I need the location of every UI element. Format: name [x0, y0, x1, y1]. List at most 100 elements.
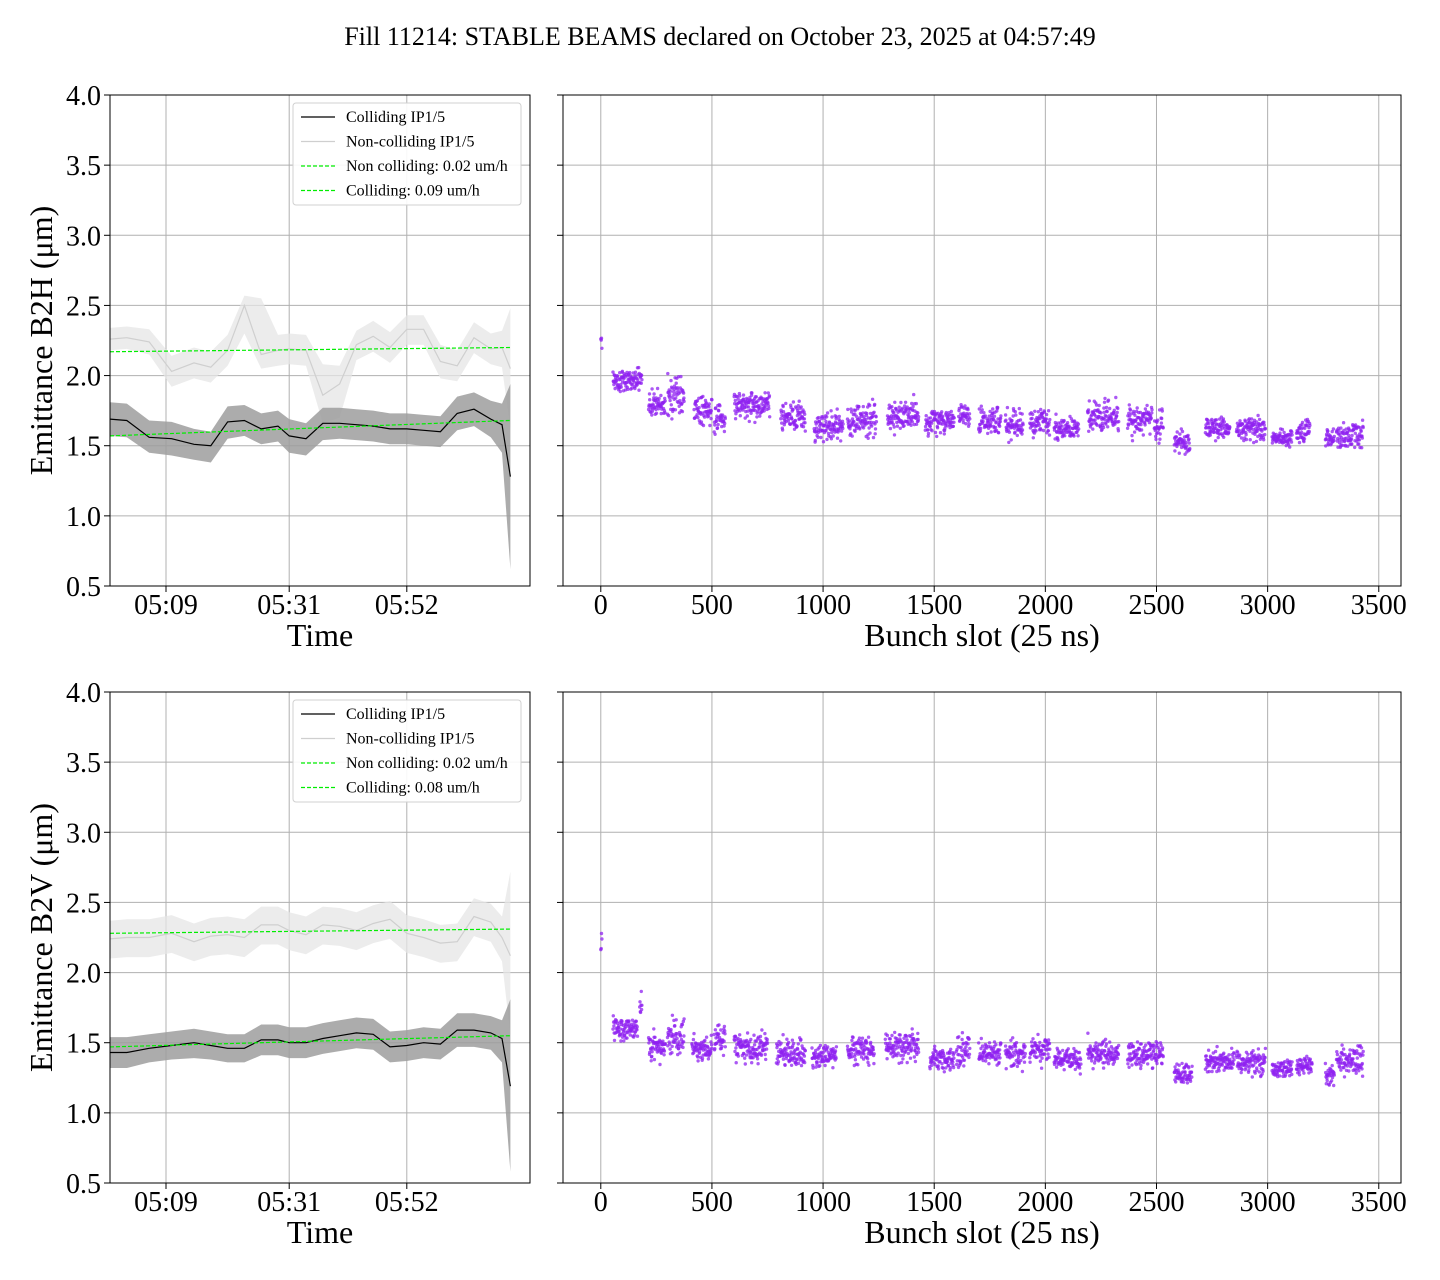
bunch-point: [1020, 428, 1025, 432]
bunch-point: [998, 419, 1002, 424]
bunch-point: [1139, 422, 1143, 427]
bunch-point: [1151, 1043, 1156, 1047]
bunch-point: [791, 1041, 796, 1046]
bunch-point: [1359, 429, 1363, 433]
bunch-point: [942, 1070, 946, 1074]
bunch-point: [1145, 403, 1149, 408]
bunch-point: [1042, 1052, 1047, 1056]
bunch-point: [1046, 429, 1051, 433]
bunch-point: [857, 1036, 862, 1040]
bunch-point: [989, 420, 993, 425]
bunch-point: [1173, 1065, 1177, 1069]
bunch-point: [1206, 421, 1211, 426]
bunch-point: [955, 1062, 959, 1067]
bunch-point: [648, 1037, 652, 1042]
bunch-point: [757, 1045, 761, 1049]
bunch-point: [719, 1028, 723, 1032]
bunch-point: [1034, 429, 1038, 433]
bunch-point: [1190, 1075, 1194, 1079]
bunch-point: [1361, 1053, 1365, 1057]
bunch-point: [637, 388, 641, 392]
bunch-point: [905, 1038, 909, 1042]
bunch-point: [829, 1056, 833, 1060]
bunch-point: [1127, 1065, 1131, 1070]
bunch-point: [1253, 1053, 1257, 1057]
bunch-point: [900, 1049, 904, 1054]
bunch-point: [1238, 1053, 1242, 1057]
bunch-point: [849, 410, 854, 414]
bunch-point: [779, 1041, 783, 1045]
bunch-point: [1212, 430, 1216, 434]
bunch-point: [650, 409, 655, 413]
bunch-point: [620, 1019, 624, 1023]
bunch-point: [780, 428, 785, 432]
bunch-point: [1153, 1052, 1158, 1057]
x-tick-label: 1500: [906, 590, 962, 621]
bunch-point: [762, 409, 766, 413]
bunch-point: [1208, 433, 1213, 437]
bunch-point: [1181, 1080, 1186, 1084]
bunch-point: [781, 404, 785, 409]
bunch-point: [718, 404, 722, 408]
bunch-point: [1204, 1054, 1209, 1058]
bunch-point: [866, 1057, 870, 1061]
x-tick-label: 05:09: [134, 590, 198, 621]
bunch-point: [963, 404, 967, 408]
bunch-point: [678, 1051, 682, 1055]
bunch-point: [1004, 1067, 1008, 1071]
panel-b2v-bunch: 0 500 1000 1500 2000 2500 3000 3500 Bunch slot …: [557, 691, 1407, 1250]
bunch-point: [1065, 1052, 1069, 1056]
bunch-point: [935, 1058, 939, 1062]
bunch-point: [653, 1035, 657, 1040]
bunch-point: [961, 1041, 966, 1046]
bunch-point: [1160, 409, 1165, 413]
bunch-point: [1097, 403, 1101, 408]
bunch-point: [1054, 1065, 1059, 1069]
bunch-point: [854, 414, 858, 418]
bunch-point: [1040, 1048, 1044, 1052]
bunch-point: [1262, 420, 1266, 424]
bunch-point: [1133, 413, 1137, 417]
bunch-point: [944, 1066, 948, 1070]
bunch-point: [1138, 1057, 1142, 1061]
bunch-point: [673, 408, 678, 412]
bunch-point: [1325, 1076, 1329, 1080]
bunch-point: [818, 1043, 823, 1048]
bunch-point: [1254, 439, 1259, 444]
bunch-point: [1091, 427, 1095, 431]
bunch-point: [1357, 1069, 1361, 1073]
bunch-point: [910, 420, 914, 424]
bunch-point: [1099, 411, 1103, 415]
bunch-point: [1040, 1056, 1044, 1060]
bunch-point: [916, 1037, 920, 1042]
bunch-point: [679, 374, 683, 379]
bunch-point: [839, 439, 843, 443]
bunch-point: [1187, 441, 1191, 445]
bunch-point: [865, 411, 869, 416]
bunch-point: [672, 393, 676, 397]
bunch-point: [1054, 412, 1058, 416]
bunch-point: [1130, 1063, 1134, 1067]
bunch-point: [1188, 1079, 1193, 1084]
bunch-point: [630, 1029, 634, 1033]
bunch-point: [656, 407, 661, 411]
bunch-point: [796, 404, 800, 408]
bunch-point: [1160, 1062, 1164, 1066]
bunch-point: [753, 420, 757, 425]
bunch-point: [912, 392, 916, 397]
bunch-point: [1326, 443, 1331, 447]
bunch-point: [1339, 426, 1343, 430]
x-tick-label: 0: [594, 590, 608, 621]
bunch-point: [1078, 1066, 1082, 1070]
x-tick-label: 500: [691, 1187, 733, 1218]
bunch-point: [912, 1055, 916, 1059]
bunch-point: [1332, 438, 1336, 443]
bunch-point: [680, 1022, 685, 1027]
bunch-point: [1302, 437, 1307, 441]
x-tick-label: 3500: [1351, 1187, 1407, 1218]
bunch-point: [824, 419, 828, 424]
bunch-point: [1005, 405, 1010, 410]
bunch-point: [1139, 428, 1144, 432]
bunch-point: [717, 1023, 721, 1027]
bunch-point: [1023, 1044, 1027, 1049]
